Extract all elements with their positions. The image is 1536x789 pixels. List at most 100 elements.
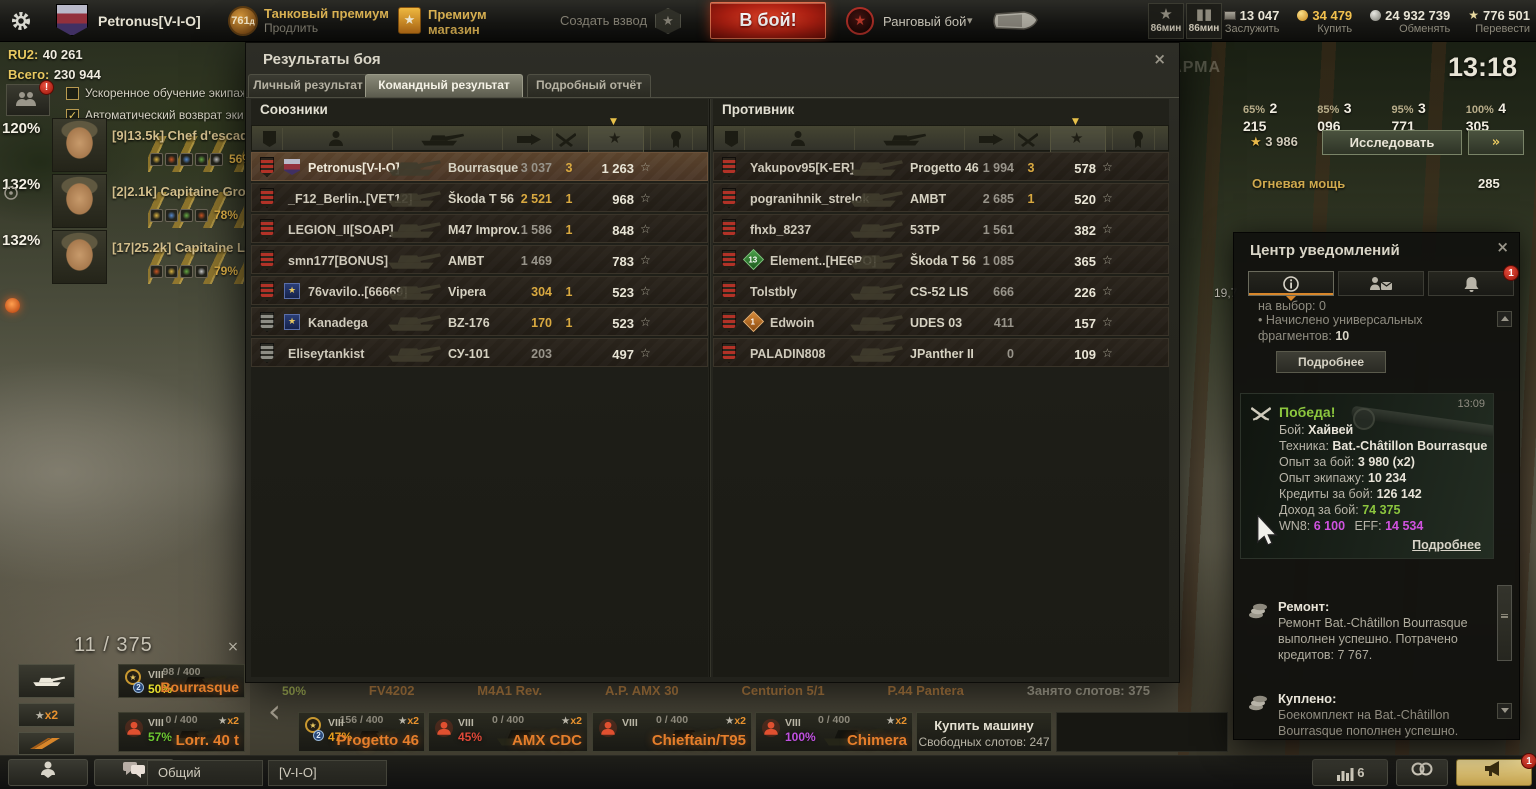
shell-icon[interactable] xyxy=(990,8,1040,34)
scrollbar-handle[interactable] xyxy=(1497,585,1512,661)
checkbox-unchecked[interactable] xyxy=(66,86,79,100)
table-row[interactable]: PALADIN808 JPanther II 0 109 ☆ xyxy=(713,338,1169,367)
create-platoon-label[interactable]: Создать взвод xyxy=(560,13,648,28)
player-name[interactable]: Element..[HE6PO] xyxy=(770,254,877,268)
table-row[interactable]: ★ 76vavilo..[66669] Vipera 304 1 523 ☆ xyxy=(251,276,708,305)
table-row[interactable]: fhxb_8237 53TP 1 561 382 ☆ xyxy=(713,214,1169,243)
firepower-label[interactable]: Огневая мощь xyxy=(1252,176,1346,191)
filter-ribbon-button[interactable] xyxy=(18,732,75,755)
column-medal-icon[interactable] xyxy=(1132,130,1144,148)
victory-notification[interactable]: 13:09 Победа! Бой: Хайвей Техника: Bat.-… xyxy=(1240,393,1494,559)
battle-button[interactable]: В бой! xyxy=(710,2,826,39)
table-row[interactable]: _F12_Berlin..[VET12] Škoda T 56 2 521 1 … xyxy=(251,183,708,212)
column-xp-icon[interactable]: ★ xyxy=(1070,129,1084,147)
convert-xp-button[interactable]: » xyxy=(1468,130,1524,155)
premium-shop-bag-icon[interactable]: ★ xyxy=(398,7,421,34)
crew-portrait-2[interactable] xyxy=(52,174,107,228)
column-class-icon[interactable] xyxy=(724,130,739,148)
table-row[interactable]: ★ Kanadega BZ-176 170 1 523 ☆ xyxy=(251,307,708,336)
free-xp-currency[interactable]: ★ 776 501 Перевести xyxy=(1468,8,1530,35)
carousel-left-arrow[interactable]: ‹ xyxy=(268,692,281,730)
table-row[interactable]: 13 Element..[HE6PO] Škoda T 56 1 085 365… xyxy=(713,245,1169,274)
bonds-action[interactable]: Заслужить xyxy=(1224,22,1280,35)
table-row[interactable]: smn177[BONUS] AMBT 1 469 783 ☆ xyxy=(251,245,708,274)
gold-action[interactable]: Купить xyxy=(1317,22,1353,35)
ranked-battle-medal-icon[interactable]: ★ xyxy=(846,7,874,35)
table-row[interactable]: Tolstbly CS-52 LIS 666 226 ☆ xyxy=(713,276,1169,305)
table-row[interactable]: LEGION_II[SOAP] M47 Improv. 1 586 1 848 … xyxy=(251,214,708,243)
notifications-megaphone-button[interactable]: 1 xyxy=(1456,753,1536,786)
column-vehicle-icon[interactable] xyxy=(414,133,466,147)
personal-reserve-1[interactable]: ★ 86мин xyxy=(1148,3,1184,39)
scroll-up-button[interactable] xyxy=(1497,311,1512,327)
player-name[interactable]: 76vavilo..[66669] xyxy=(308,285,408,299)
battle-mode-caret-icon[interactable]: ▾ xyxy=(967,14,973,27)
player-name[interactable]: LEGION_II[SOAP] xyxy=(288,223,394,237)
tank-premium-renew[interactable]: Продлить xyxy=(264,21,319,35)
tank-card-chieftain[interactable]: 0 / 400 VIII ★x2 Chieftain/T95 xyxy=(592,712,752,752)
column-vehicle-icon[interactable] xyxy=(876,133,928,147)
column-xp-icon[interactable]: ★ xyxy=(608,129,622,147)
settings-gear-icon[interactable] xyxy=(10,10,32,32)
player-name[interactable]: fhxb_8237 xyxy=(750,223,812,237)
column-kills-icon[interactable] xyxy=(556,131,576,148)
tank-card-lorr40t[interactable]: 0 / 400 VIII 57% ★x2 Lorr. 40 t xyxy=(118,712,245,752)
table-row[interactable]: Petronus[V-I-O] Bourrasque 3 037 3 1 263… xyxy=(251,152,708,181)
column-damage-icon[interactable] xyxy=(516,134,542,145)
credits-currency[interactable]: 24 932 739 Обменять xyxy=(1370,8,1450,35)
dialog-close-icon[interactable]: × xyxy=(1153,50,1166,68)
tank-card-progetto46[interactable]: 156 / 400 ★ 2 VIII 47% ★x2 Progetto 46 xyxy=(298,712,425,752)
platoon-badge-icon[interactable]: ★ xyxy=(655,8,681,34)
filter-clear-icon[interactable]: × xyxy=(227,639,239,655)
gold-currency[interactable]: 34 479 Купить xyxy=(1297,8,1352,35)
table-row[interactable]: 1 Edwoin UDES 03 411 157 ☆ xyxy=(713,307,1169,336)
contacts-button[interactable] xyxy=(8,759,88,786)
column-player-icon[interactable] xyxy=(790,130,806,147)
column-class-icon[interactable] xyxy=(262,130,277,148)
player-name[interactable]: Edwoin xyxy=(770,316,815,330)
player-name[interactable]: Kanadega xyxy=(308,316,368,330)
tab-team-result[interactable]: Командный результат xyxy=(365,74,523,97)
player-name[interactable]: Tolstbly xyxy=(750,285,797,299)
premium-shop-label[interactable]: Премиум магазин xyxy=(428,7,487,37)
player-name[interactable]: smn177[BONUS] xyxy=(288,254,389,268)
research-button[interactable]: Исследовать xyxy=(1322,130,1462,155)
column-medal-icon[interactable] xyxy=(670,130,682,148)
notif-tab-messages[interactable] xyxy=(1338,271,1424,296)
table-row[interactable]: Eliseytankist СУ-101 203 497 ☆ xyxy=(251,338,708,367)
victory-details-link[interactable]: Подробнее xyxy=(1412,538,1481,552)
tank-card-bourrasque[interactable]: 98 / 400 ★ 2 VIII 50% Bourrasque xyxy=(118,664,245,698)
player-name[interactable]: Eliseytankist xyxy=(288,347,365,361)
buy-vehicle-slot[interactable]: Купить машину Свободных слотов: 247 xyxy=(916,712,1052,752)
player-name[interactable]: Yakupov95[K-ER] xyxy=(750,161,855,175)
filter-vehicles-button[interactable] xyxy=(18,664,75,698)
notif-tab-info[interactable] xyxy=(1248,271,1334,296)
fragments-details-button[interactable]: Подробнее xyxy=(1276,351,1386,373)
personal-reserve-2[interactable]: ▮▮ 86мин xyxy=(1186,3,1222,39)
tank-premium-block[interactable]: Танковый премиум Продлить xyxy=(264,6,389,35)
tab-detailed-report[interactable]: Подробный отчёт xyxy=(527,74,651,97)
notif-tab-alerts[interactable]: 1 xyxy=(1428,265,1519,296)
player-name[interactable]: _F12_Berlin..[VET12] xyxy=(288,192,413,206)
column-damage-icon[interactable] xyxy=(978,134,1004,145)
chat-tab-general[interactable]: Общий xyxy=(147,760,263,786)
player-name[interactable]: PALADIN808 xyxy=(750,347,826,361)
crew-name-2[interactable]: [2|2.1k] Capitaine Gros xyxy=(112,184,253,199)
player-name[interactable]: Petronus[V-I-O] xyxy=(308,161,400,175)
crew-name-3[interactable]: [17|25.2k] Capitaine Le xyxy=(112,240,253,255)
column-player-icon[interactable] xyxy=(328,130,344,147)
bonds-currency[interactable]: 13 047 Заслужить xyxy=(1223,8,1280,35)
column-kills-icon[interactable] xyxy=(1018,131,1038,148)
credits-action[interactable]: Обменять xyxy=(1399,22,1451,35)
crew-name-1[interactable]: [9|13.5k] Chef d'escad xyxy=(112,128,249,143)
tank-card-amxcdc[interactable]: 0 / 400 VIII 45% ★x2 AMX CDC xyxy=(428,712,588,752)
premium-days-medal[interactable]: 761д xyxy=(228,6,258,36)
battle-mode-label[interactable]: Ранговый бой xyxy=(883,14,967,29)
sessions-button[interactable]: 6 xyxy=(1312,759,1388,786)
lamp-icon[interactable] xyxy=(5,298,20,313)
accelerate-training-option[interactable]: Ускоренное обучение экипажа xyxy=(66,86,244,100)
clan-emblem[interactable] xyxy=(56,4,88,36)
player-name[interactable]: Petronus[V-I-O] xyxy=(98,13,201,29)
scroll-down-button[interactable] xyxy=(1497,703,1512,719)
spectate-button[interactable] xyxy=(1396,759,1448,786)
